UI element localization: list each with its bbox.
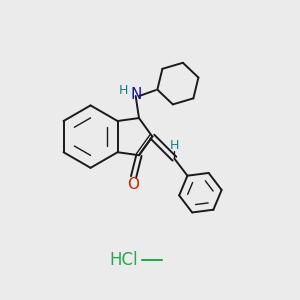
Text: N: N — [130, 87, 142, 102]
Text: H: H — [118, 84, 128, 97]
Text: O: O — [127, 177, 139, 192]
Text: HCl: HCl — [110, 251, 138, 269]
Text: H: H — [170, 139, 179, 152]
